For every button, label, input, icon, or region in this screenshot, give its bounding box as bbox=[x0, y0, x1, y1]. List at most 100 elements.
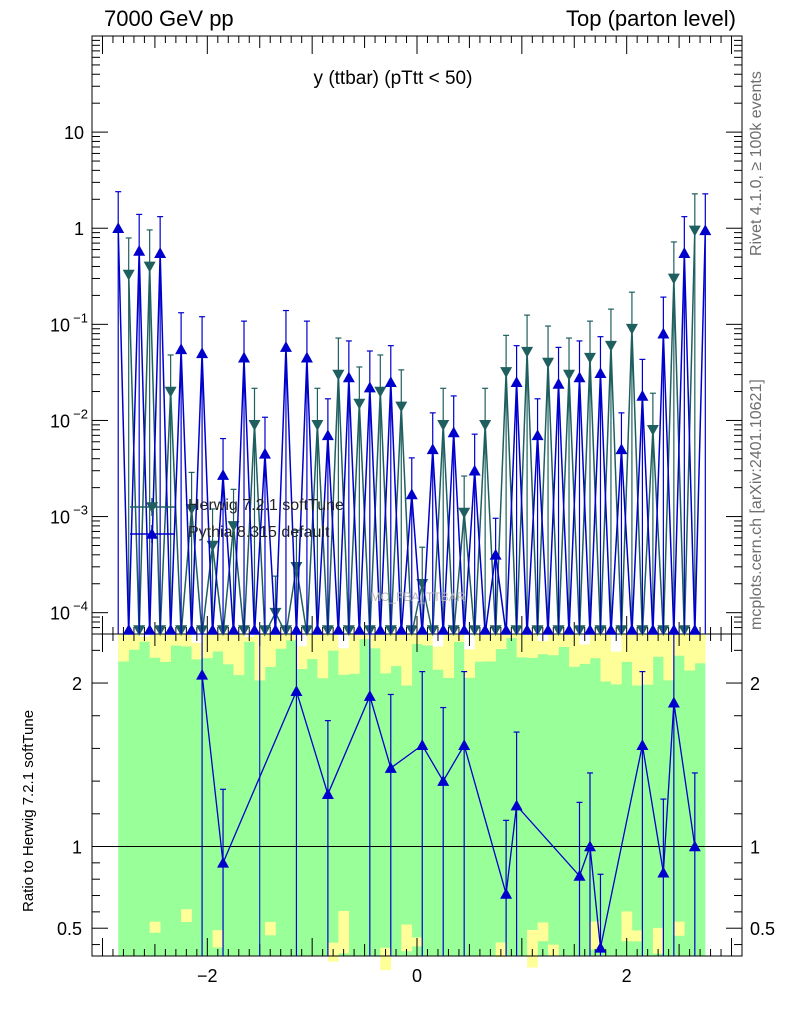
floor-marker bbox=[416, 624, 429, 635]
floor-marker bbox=[437, 624, 450, 635]
band-yellow-patch bbox=[684, 634, 696, 671]
y-tick-label: 1 bbox=[74, 219, 84, 239]
ratio-panel-ticks: 0.5 0.5 1 1 2 2 −2 0 2 bbox=[57, 634, 775, 986]
floor-marker bbox=[269, 624, 282, 635]
band-yellow-patch bbox=[485, 634, 496, 662]
y-tick-label: 10 bbox=[50, 411, 70, 431]
legend bbox=[130, 498, 175, 543]
band-yellow-patch bbox=[579, 634, 591, 664]
data-point bbox=[374, 386, 387, 398]
data-point bbox=[594, 367, 607, 379]
floor-marker bbox=[625, 624, 638, 635]
band-yellow-patch bbox=[348, 634, 360, 674]
floor-marker bbox=[563, 624, 576, 635]
data-point bbox=[196, 347, 209, 359]
band-yellow-patch bbox=[548, 634, 559, 656]
data-point bbox=[615, 443, 628, 455]
ratio-axis-label: Ratio to Herwig 7.2.1 softTune bbox=[20, 709, 37, 912]
data-point bbox=[657, 327, 670, 339]
data-point bbox=[426, 443, 439, 455]
energy-label: 7000 GeV pp bbox=[104, 6, 234, 31]
floor-marker bbox=[143, 624, 156, 635]
band-yellow-patch bbox=[264, 634, 276, 667]
ratio-data-point bbox=[583, 840, 596, 852]
band-yellow-patch bbox=[652, 634, 664, 657]
data-point bbox=[227, 521, 240, 532]
data-point bbox=[290, 562, 303, 573]
floor-marker bbox=[521, 624, 534, 635]
band-yellow-patch bbox=[390, 634, 402, 667]
ratio-data-point bbox=[458, 739, 471, 750]
data-point bbox=[300, 351, 313, 363]
floor-marker bbox=[311, 624, 324, 635]
x-tick-label: 0 bbox=[412, 966, 422, 986]
data-point bbox=[573, 371, 586, 383]
ratio-data-point bbox=[573, 869, 586, 881]
band-yellow-patch bbox=[191, 634, 203, 660]
floor-marker bbox=[248, 624, 261, 635]
band-yellow-patch-low bbox=[212, 930, 224, 948]
data-point bbox=[468, 464, 481, 476]
legend-marker-herwig bbox=[146, 502, 158, 513]
legend-marker-pythia bbox=[146, 528, 158, 539]
data-point bbox=[489, 548, 502, 560]
band-yellow-patch bbox=[223, 634, 234, 665]
band-yellow-patch bbox=[600, 634, 612, 682]
band-yellow-patch bbox=[474, 634, 486, 662]
data-point bbox=[521, 346, 534, 358]
y-tick-label: 10 bbox=[50, 508, 70, 528]
band-yellow-patch bbox=[663, 634, 675, 681]
floor-marker bbox=[227, 624, 240, 635]
band-yellow-patch bbox=[118, 634, 129, 662]
data-point bbox=[133, 244, 146, 256]
data-point bbox=[542, 357, 555, 369]
band-yellow-patch bbox=[338, 634, 350, 675]
data-point bbox=[311, 420, 324, 431]
band-yellow-patch bbox=[569, 634, 580, 667]
data-point bbox=[500, 367, 513, 378]
band-yellow-patch bbox=[369, 634, 381, 649]
data-point bbox=[646, 424, 659, 436]
band-yellow-patch bbox=[694, 634, 706, 664]
band-yellow-patch bbox=[296, 634, 308, 670]
data-point bbox=[206, 540, 219, 552]
data-point bbox=[395, 401, 408, 413]
y-tick-label: 10 bbox=[50, 604, 70, 624]
data-point bbox=[269, 607, 282, 619]
band-yellow-patch-low bbox=[652, 927, 664, 954]
band-yellow-patch-low bbox=[631, 930, 643, 942]
band-yellow-patch bbox=[160, 634, 171, 662]
data-point bbox=[604, 340, 617, 352]
floor-marker bbox=[332, 624, 345, 635]
floor-marker bbox=[206, 624, 219, 635]
data-point bbox=[636, 389, 649, 401]
band-yellow-patch-low bbox=[621, 911, 633, 942]
band-yellow-patch bbox=[317, 634, 329, 679]
ratio-data-point bbox=[667, 696, 680, 708]
ratio-data-point bbox=[217, 856, 230, 868]
band-yellow-patch-low bbox=[589, 921, 601, 950]
floor-marker bbox=[688, 624, 701, 635]
ratio-data-point bbox=[594, 941, 607, 953]
floor-marker bbox=[185, 624, 198, 635]
band-yellow-patch bbox=[631, 634, 643, 686]
ratio-y-tick-label-right: 1 bbox=[750, 837, 760, 857]
data-point bbox=[384, 376, 397, 388]
ratio-data-point bbox=[196, 668, 209, 680]
data-point bbox=[154, 247, 167, 258]
data-point bbox=[563, 369, 576, 381]
floor-marker bbox=[500, 624, 513, 635]
band-yellow-patch-low bbox=[673, 921, 685, 936]
main-panel-frame bbox=[91, 35, 743, 635]
legend-label-herwig: Herwig 7.2.1 softTune bbox=[188, 497, 344, 514]
data-point bbox=[217, 469, 230, 480]
data-point bbox=[552, 377, 565, 389]
band-yellow-patch bbox=[443, 634, 454, 678]
band-yellow-patch-low bbox=[401, 924, 413, 952]
floor-marker bbox=[374, 624, 387, 635]
floor-marker bbox=[164, 624, 177, 635]
plot-title: y (ttbar) (pTtt < 50) bbox=[313, 68, 473, 89]
data-point bbox=[479, 420, 492, 431]
floor-marker bbox=[646, 624, 659, 635]
